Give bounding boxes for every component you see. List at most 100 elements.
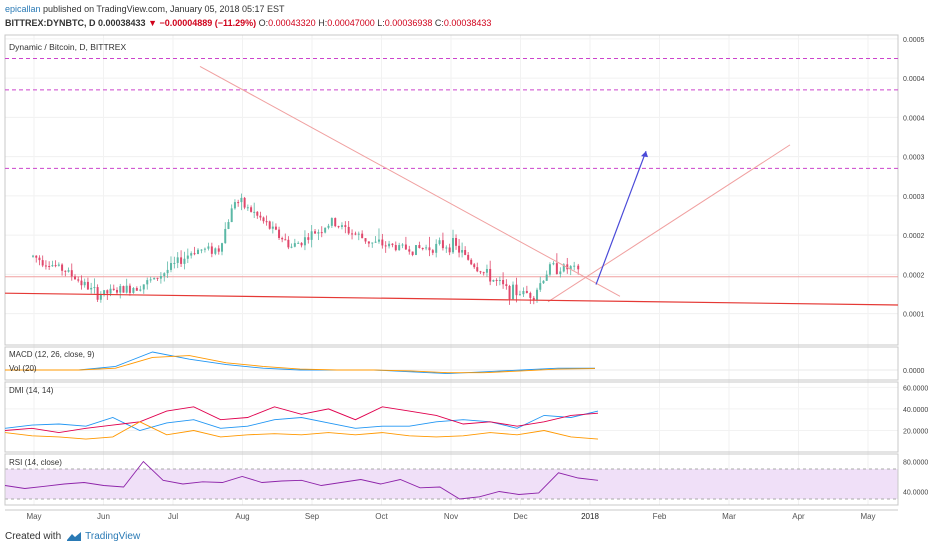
high-value: 0.00047000 [327, 18, 375, 28]
low-label: L: [377, 18, 385, 28]
candle-body [38, 257, 41, 261]
candle-body [388, 243, 391, 247]
candle-body [421, 248, 424, 250]
pane-frames [4, 34, 899, 511]
candle-body [401, 244, 404, 246]
label-layer: 0.0005 0.0004 0.0004 0.0003 0.0003 0.0002 0.00… [9, 37, 928, 521]
candle-body [246, 207, 249, 209]
x-tick-label: 2018 [581, 512, 599, 521]
macd-title: MACD (12, 26, close, 9) [9, 350, 95, 359]
candle-body [573, 265, 576, 267]
candle-body [559, 271, 562, 275]
candle-body [522, 291, 525, 295]
candle-body [398, 245, 401, 251]
candle-body [371, 242, 374, 244]
x-tick-label: May [860, 512, 875, 521]
main-y-tick: 0.0003 [903, 155, 925, 162]
candle-body [183, 258, 186, 264]
candle-body [139, 289, 142, 291]
candle-body [566, 264, 569, 270]
x-tick-label: Jul [168, 512, 178, 521]
created-with-text: Created with [5, 531, 62, 542]
candle-body [240, 197, 243, 203]
candle-body [135, 287, 138, 291]
candle-body [357, 233, 360, 235]
candle-body [448, 247, 451, 253]
tradingview-link[interactable]: TradingView [85, 531, 141, 542]
candle-body [250, 207, 253, 212]
author-link[interactable]: epicallan [5, 4, 41, 14]
candle-body [532, 297, 535, 300]
candle-body [344, 225, 347, 227]
dmi-y-tick: 60.0000 [903, 385, 928, 392]
main-y-tick: 0.0001 [903, 312, 925, 319]
x-tick-label: Feb [653, 512, 667, 521]
candle-body [330, 218, 333, 226]
candle-body [324, 227, 327, 233]
candle-body [320, 232, 323, 234]
candle-body [96, 287, 99, 300]
candle-body [233, 202, 236, 209]
candle-body [125, 285, 128, 293]
candle-body [458, 245, 461, 253]
candle-body [303, 237, 306, 246]
candle-body [200, 249, 203, 251]
candle-body [197, 249, 200, 255]
candle-body [243, 197, 246, 208]
candle-body [418, 245, 421, 249]
candle-body [51, 265, 54, 267]
candle-body [327, 225, 330, 228]
candle-body [268, 221, 271, 229]
candle-body [173, 262, 176, 264]
candle-body [265, 221, 268, 223]
candle-body [169, 263, 172, 270]
candle-body [562, 264, 565, 272]
candle-body [377, 239, 380, 242]
chart-canvas[interactable]: 0.0005 0.0004 0.0004 0.0003 0.0003 0.0002 0.00… [0, 0, 932, 530]
candle-body [431, 250, 434, 253]
candle-body [515, 284, 518, 296]
candle-body [518, 294, 521, 296]
candle-body [284, 239, 287, 241]
candle-body [99, 294, 102, 300]
macd-line [5, 351, 595, 375]
candle-body [64, 270, 67, 272]
main-y-tick: 0.0004 [903, 76, 925, 83]
candle-body [41, 260, 44, 266]
open-label: O: [258, 18, 269, 28]
candle-body [193, 253, 196, 255]
candle-body [461, 250, 464, 253]
candle-body [545, 274, 548, 281]
candle-body [287, 239, 290, 248]
candle-body [48, 265, 51, 267]
candle-body [384, 245, 387, 247]
candle-body [86, 281, 89, 290]
candle-body [337, 226, 340, 228]
candle-body [435, 243, 438, 253]
candle-body [552, 263, 555, 265]
candle-body [207, 246, 210, 249]
close-label: C: [434, 18, 444, 28]
high-label: H: [318, 18, 328, 28]
candle-body [116, 289, 119, 293]
pane-frame-macd [4, 346, 899, 381]
candle-body [381, 239, 384, 246]
candle-body [106, 290, 109, 294]
candle-body [492, 279, 495, 282]
candle-body [186, 255, 189, 259]
candle-body [80, 280, 83, 286]
candle-body [536, 289, 539, 300]
projection-arrow-line [595, 150, 647, 285]
candle-body [146, 280, 149, 285]
candle-body [391, 243, 394, 246]
candle-body [224, 228, 227, 244]
main-y-tick: 0.0004 [903, 115, 925, 122]
pane-frame-main [4, 34, 899, 346]
candle-body [404, 244, 407, 250]
candle-body [361, 233, 364, 239]
candle-body [473, 264, 476, 268]
grid-layer [5, 35, 898, 505]
candle-body [438, 240, 441, 244]
candle-body [271, 226, 274, 229]
candle-body [74, 276, 77, 280]
